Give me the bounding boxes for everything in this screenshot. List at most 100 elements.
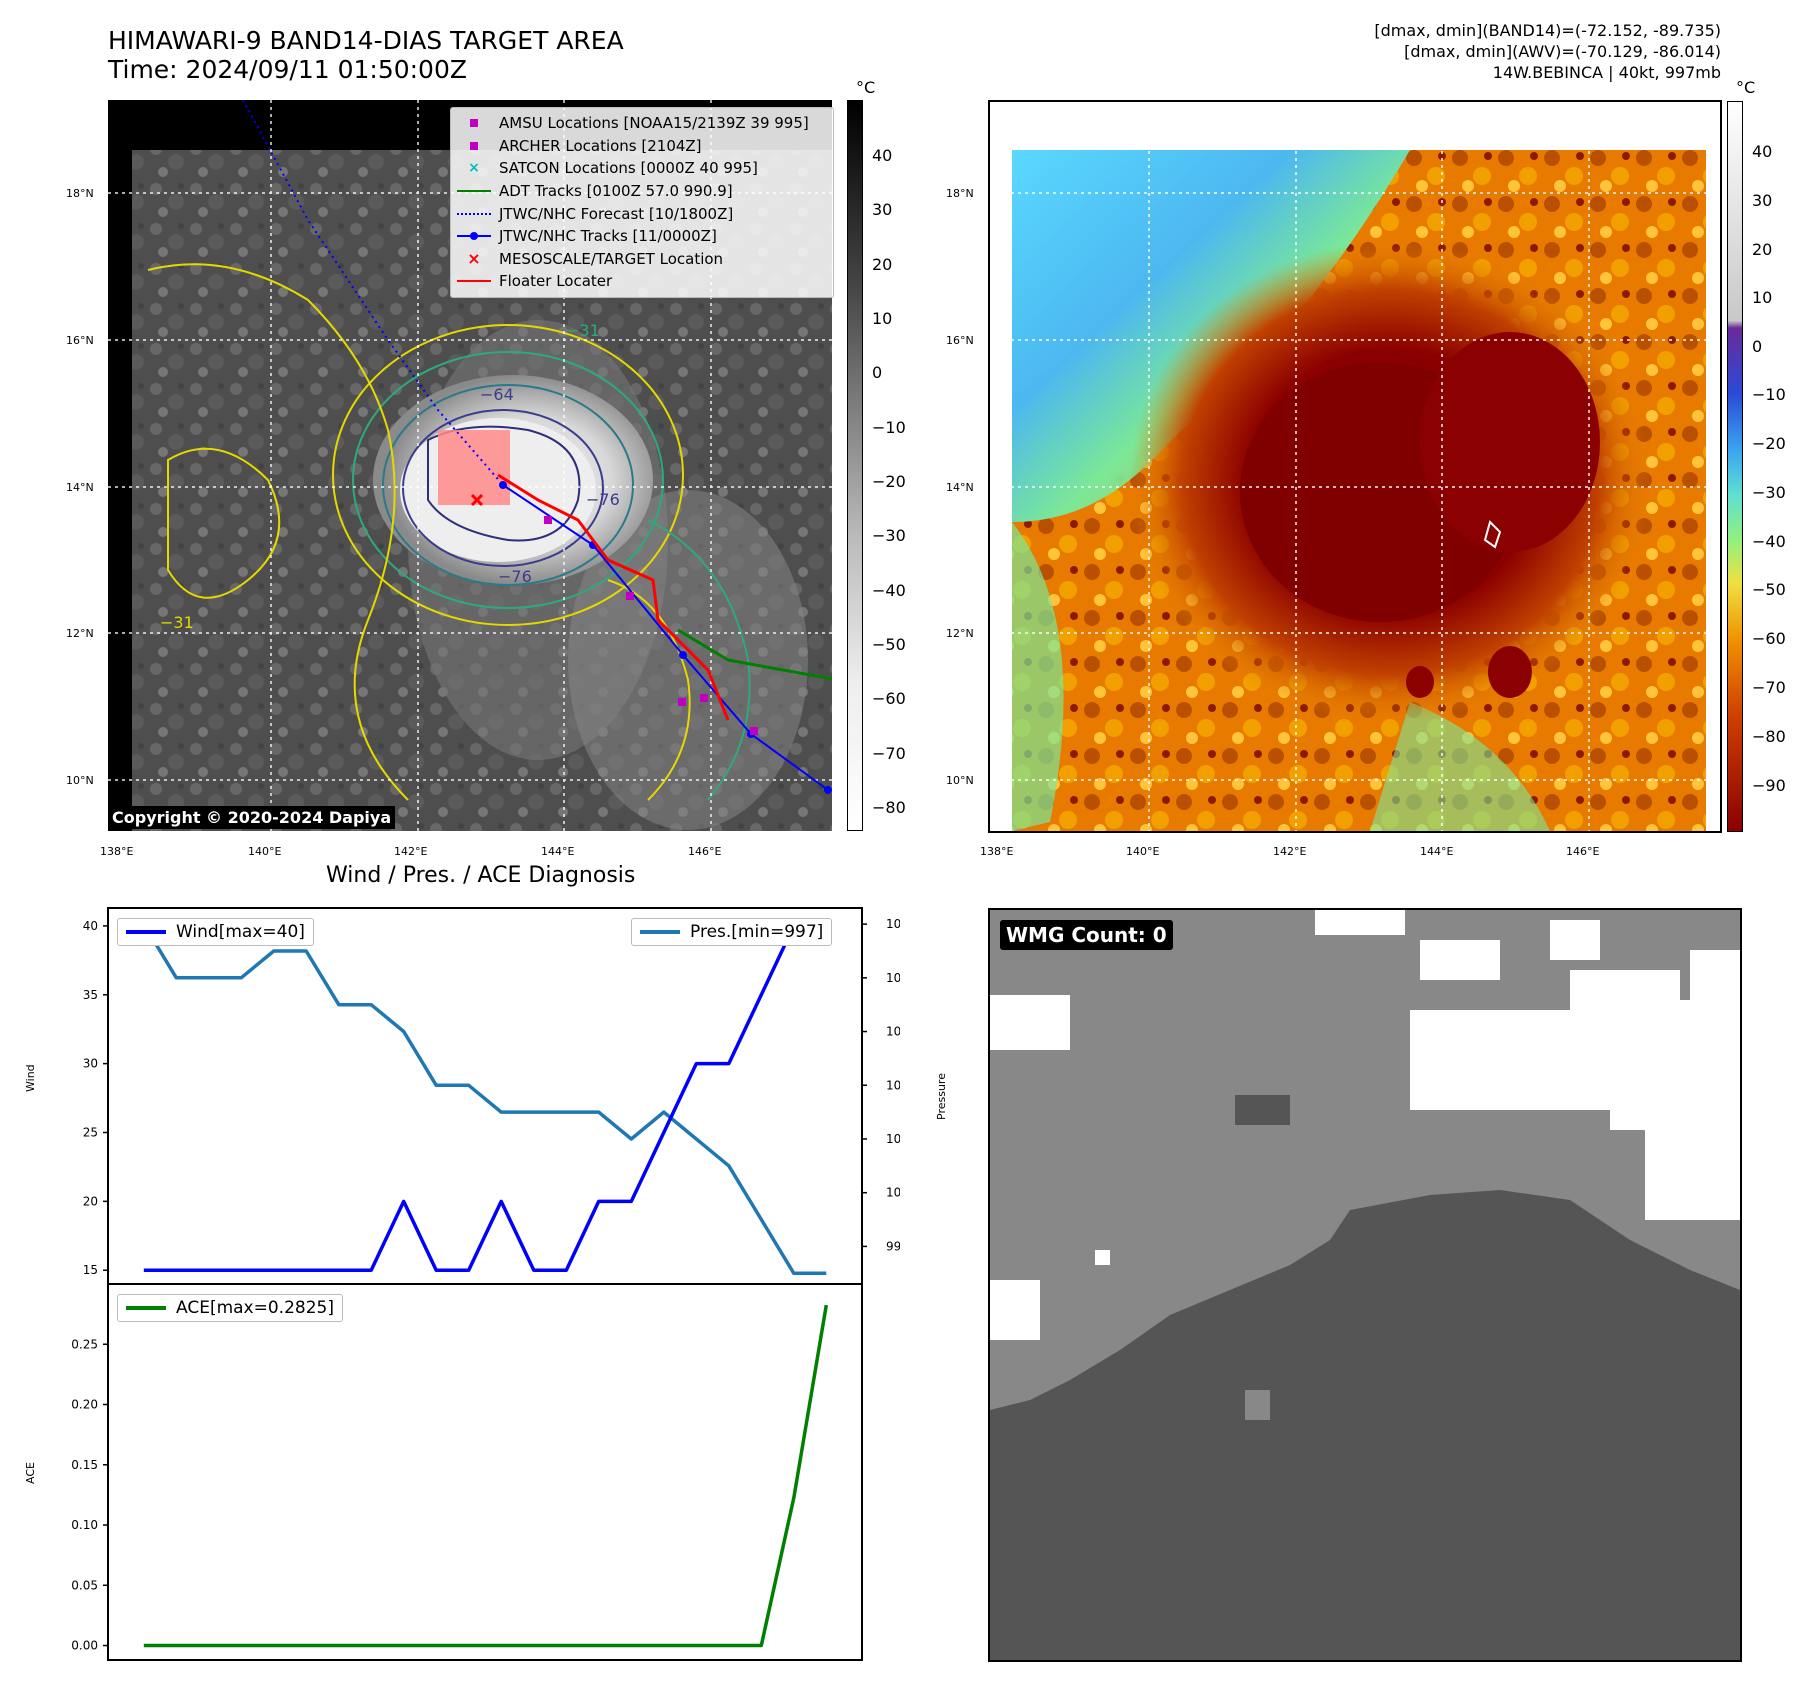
lon-tick: 142°E: [1273, 845, 1307, 858]
lat-tick: 18°N: [946, 187, 974, 200]
wind-tick-label: 25: [83, 1125, 98, 1139]
lat-tick: 14°N: [946, 481, 974, 494]
colorbar-tick: −20: [872, 472, 906, 491]
colorbar-tick: 20: [872, 255, 893, 274]
lat-tick: 16°N: [946, 334, 974, 347]
stats-band14: [dmax, dmin](BAND14)=(-72.152, -89.735): [1374, 21, 1721, 40]
dotted-line-icon: [457, 207, 491, 221]
diagnosis-title: Wind / Pres. / ACE Diagnosis: [326, 863, 636, 888]
colorbar-tick: 10: [872, 309, 893, 328]
colorbar-tick: −30: [872, 526, 906, 545]
lon-tick: 144°E: [1420, 845, 1454, 858]
pressure-tick-label: 1004: [886, 1078, 900, 1092]
pressure-series-line: [142, 923, 827, 1276]
ace-tick-label: 0.25: [71, 1337, 98, 1351]
colorbar-tick: −10: [1752, 385, 1786, 404]
colorbar-unit: °C: [1736, 78, 1756, 97]
colorbar-tick: −40: [1752, 532, 1786, 551]
line-dot-icon: [457, 229, 491, 243]
legend-label: SATCON Locations [0000Z 40 995]: [499, 159, 758, 178]
lon-tick: 140°E: [248, 845, 282, 858]
contour-label: −64: [480, 385, 514, 404]
wmg-count-badge: WMG Count: 0: [1000, 920, 1173, 950]
lon-tick: 140°E: [1126, 845, 1160, 858]
colorbar-tick: −60: [1752, 629, 1786, 648]
wind-legend-line-icon: [126, 930, 166, 934]
ace-tick-label: 0.10: [71, 1518, 98, 1532]
contour-label: −76: [498, 567, 532, 586]
colorbar-tick: 20: [1752, 240, 1773, 259]
lat-tick: 10°N: [946, 774, 974, 787]
color-ir-map: [990, 102, 1720, 831]
colorbar-unit: °C: [856, 78, 876, 97]
legend-label: Floater Locater: [499, 272, 613, 291]
legend-item-satcon: × SATCON Locations [0000Z 40 995]: [457, 157, 827, 180]
pressure-legend: Pres.[min=997]: [631, 918, 833, 946]
legend-label: ARCHER Locations [2104Z]: [499, 136, 702, 155]
legend-item-archer: ARCHER Locations [2104Z]: [457, 135, 827, 158]
colorbar-tick: 40: [872, 146, 893, 165]
pressure-axis-label: Pressure: [935, 1073, 948, 1120]
pressure-tick-label: 1000: [886, 1186, 900, 1200]
contour-label: −76: [586, 490, 620, 509]
ace-legend-line-icon: [126, 1306, 166, 1310]
copyright-label: Copyright © 2020-2024 Dapiya: [108, 806, 396, 829]
legend-label: AMSU Locations [NOAA15/2139Z 39 995]: [499, 114, 809, 133]
legend-label: JTWC/NHC Forecast [10/1800Z]: [499, 204, 734, 223]
wind-tick-label: 15: [83, 1263, 98, 1277]
colorbar-tick: 30: [1752, 191, 1773, 210]
colorbar-tick: 0: [1752, 337, 1763, 356]
color-ir-colorbar: [1727, 101, 1743, 832]
lon-tick: 146°E: [1566, 845, 1600, 858]
wind-tick-label: 40: [83, 919, 98, 933]
wind-tick-label: 35: [83, 988, 98, 1002]
colorbar-tick: −30: [1752, 483, 1786, 502]
legend-item-floater: Floater Locater: [457, 270, 827, 293]
figure-title: HIMAWARI-9 BAND14-DIAS TARGET AREA: [108, 26, 624, 55]
colorbar-tick: −80: [1752, 727, 1786, 746]
wmg-map: [990, 910, 1740, 1660]
legend-label: JTWC/NHC Tracks [11/0000Z]: [499, 227, 717, 246]
colorbar-tick: −90: [1752, 776, 1786, 795]
wind-series-line: [143, 924, 827, 1272]
colorbar-tick: −20: [1752, 434, 1786, 453]
pressure-tick-label: 1008: [886, 971, 900, 985]
ace-legend-label: ACE[max=0.2825]: [176, 1298, 334, 1318]
line-marker-icon: [457, 184, 491, 198]
legend-item-tracks: JTWC/NHC Tracks [11/0000Z]: [457, 225, 827, 248]
colorbar-tick: −50: [1752, 580, 1786, 599]
lat-tick: 12°N: [66, 627, 94, 640]
wind-axis-label: Wind: [24, 1064, 37, 1092]
colorbar-tick: 10: [1752, 288, 1773, 307]
lon-tick: 142°E: [394, 845, 428, 858]
colorbar-tick: −80: [872, 798, 906, 817]
colorbar-tick: −70: [872, 744, 906, 763]
wmg-panel: [988, 908, 1742, 1662]
lat-tick: 12°N: [946, 627, 974, 640]
ace-tick-label: 0.20: [71, 1398, 98, 1412]
wind-tick-label: 30: [83, 1057, 98, 1071]
wind-legend: Wind[max=40]: [117, 918, 314, 946]
colorbar-tick: 0: [872, 363, 883, 382]
legend-label: MESOSCALE/TARGET Location: [499, 249, 724, 268]
x-marker-icon: ×: [467, 248, 481, 268]
ace-tick-label: 0.00: [71, 1639, 98, 1653]
legend-item-mesoscale: × MESOSCALE/TARGET Location: [457, 248, 827, 271]
legend-label: ADT Tracks [0100Z 57.0 990.9]: [499, 182, 733, 201]
figure-time: Time: 2024/09/11 01:50:00Z: [108, 55, 467, 84]
ir-colorbar: [847, 100, 863, 831]
ace-axis-label: ACE: [24, 1462, 37, 1484]
map-legend: AMSU Locations [NOAA15/2139Z 39 995] ARC…: [450, 107, 834, 298]
lat-tick: 18°N: [66, 187, 94, 200]
colorbar-tick: −40: [872, 581, 906, 600]
square-marker-icon: [457, 116, 491, 130]
color-ir-map-panel: [988, 100, 1722, 833]
lat-tick: 14°N: [66, 481, 94, 494]
colorbar-tick: 40: [1752, 142, 1773, 161]
lat-tick: 16°N: [66, 334, 94, 347]
lon-tick: 146°E: [688, 845, 722, 858]
lat-tick: 10°N: [66, 774, 94, 787]
legend-item-adt: ADT Tracks [0100Z 57.0 990.9]: [457, 180, 827, 203]
